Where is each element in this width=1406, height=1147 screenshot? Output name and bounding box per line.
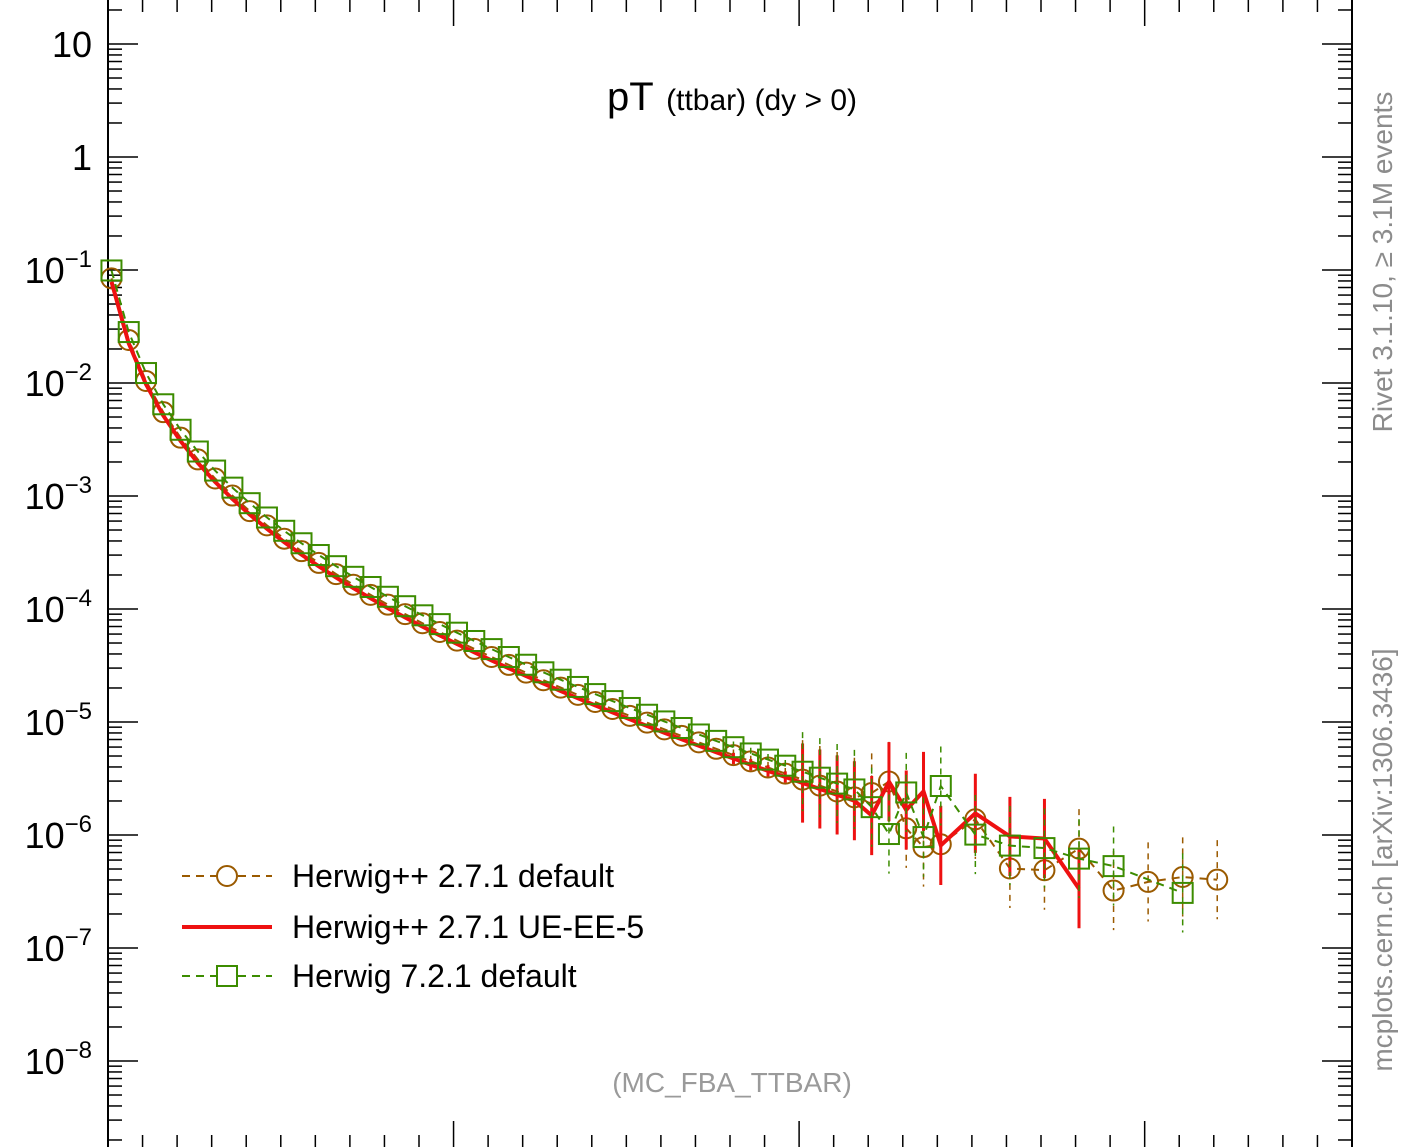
legend-marker: [216, 865, 238, 887]
data-point: [757, 748, 780, 771]
data-point: [895, 781, 918, 804]
legend-entry-label: Herwig++ 2.7.1 UE-EE-5: [292, 909, 644, 945]
data-point: [843, 778, 866, 801]
series-line: [110, 270, 1184, 894]
data-point: [739, 742, 762, 765]
y-tick-label: 10−7: [25, 924, 92, 969]
y-tick-label: 1: [72, 137, 92, 178]
data-point: [480, 638, 503, 661]
data-point: [221, 476, 244, 499]
data-point: [618, 696, 641, 719]
data-point: [411, 604, 434, 627]
data-point: [964, 823, 987, 846]
data-point: [273, 519, 296, 542]
data-point: [929, 775, 952, 798]
y-tick-label: 10−5: [25, 698, 92, 743]
data-point: [566, 675, 589, 698]
data-point: [877, 823, 900, 846]
chart-title-sub: (ttbar) (dy > 0): [666, 84, 857, 117]
data-point: [860, 796, 883, 819]
data-point: [705, 729, 728, 752]
data-point: [497, 646, 520, 669]
data-point: [204, 459, 227, 482]
side-label-mcplots: mcplots.cern.ch [arXiv:1306.3436]: [1367, 648, 1398, 1071]
chart-title: pT (ttbar) (dy > 0): [607, 75, 857, 119]
data-point: [238, 492, 261, 515]
y-tick-label: 10−6: [25, 811, 92, 856]
data-point: [1033, 837, 1056, 860]
data-point: [998, 834, 1021, 857]
data-point: [601, 690, 624, 713]
data-point: [1068, 847, 1091, 870]
data-point: [1206, 868, 1229, 891]
plot-border: [107, 0, 1353, 1147]
data-point: [428, 613, 451, 636]
data-point: [636, 703, 659, 726]
y-tick-label: 10−8: [25, 1037, 92, 1082]
data-point: [307, 544, 330, 567]
data-point: [169, 418, 192, 441]
y-tick-labels: 10 1 10−1 10−2 10−3 10−4 10−5 10−6 10−7 10−8: [25, 24, 92, 1082]
y-tick-label: 10−1: [25, 246, 92, 291]
series-line: [110, 278, 1218, 892]
data-point: [791, 760, 814, 783]
data-series: [100, 259, 1229, 933]
side-label-rivet: Rivet 3.1.10, ≥ 3.1M events: [1367, 92, 1398, 433]
chart-title-main: pT: [607, 75, 654, 119]
data-point: [912, 826, 935, 849]
y-tick-label: 10−2: [25, 359, 92, 404]
data-point: [290, 532, 313, 555]
y-tick-label: 10−3: [25, 472, 92, 517]
data-point: [774, 754, 797, 777]
series-line: [109, 281, 1081, 890]
data-point: [152, 393, 175, 416]
data-point: [653, 710, 676, 733]
legend-entry-label: Herwig 7.2.1 default: [292, 958, 577, 994]
data-point: [532, 661, 555, 684]
y-tick-label: 10: [52, 24, 92, 65]
legend: Herwig++ 2.7.1 default Herwig++ 2.7.1 UE-…: [182, 858, 644, 994]
plot-frame: [107, 0, 1353, 1147]
data-point: [670, 716, 693, 739]
data-point: [515, 653, 538, 676]
data-point: [1171, 881, 1194, 904]
data-point: [1102, 879, 1125, 902]
data-point: [1137, 870, 1160, 893]
series-0: [100, 267, 1229, 931]
data-point: [186, 440, 209, 463]
data-point: [549, 668, 572, 691]
data-point: [722, 736, 745, 759]
data-point: [463, 629, 486, 652]
data-point: [446, 621, 469, 644]
analysis-label: (MC_FBA_TTBAR): [612, 1067, 852, 1098]
data-point: [135, 362, 158, 385]
data-point: [826, 772, 849, 795]
legend-marker: [216, 965, 238, 987]
data-point: [255, 506, 278, 529]
data-point: [808, 766, 831, 789]
legend-entry-label: Herwig++ 2.7.1 default: [292, 858, 614, 894]
data-point: [584, 683, 607, 706]
data-point: [100, 259, 123, 282]
axis-ticks: [107, 0, 1353, 1147]
data-point: [1102, 855, 1125, 878]
data-point: [687, 723, 710, 746]
data-point: [117, 321, 140, 344]
y-tick-label: 10−4: [25, 585, 92, 630]
series-2: [100, 259, 1194, 933]
